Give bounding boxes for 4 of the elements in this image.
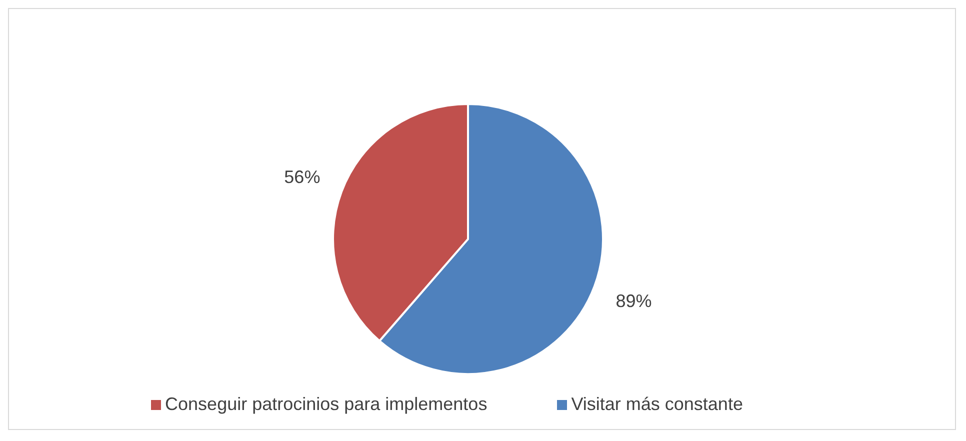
legend-label: Conseguir patrocinios para implementos: [165, 394, 488, 414]
legend-label: Visitar más constante: [571, 394, 743, 414]
data-label: 89%: [616, 290, 652, 311]
data-label: 56%: [284, 167, 320, 188]
